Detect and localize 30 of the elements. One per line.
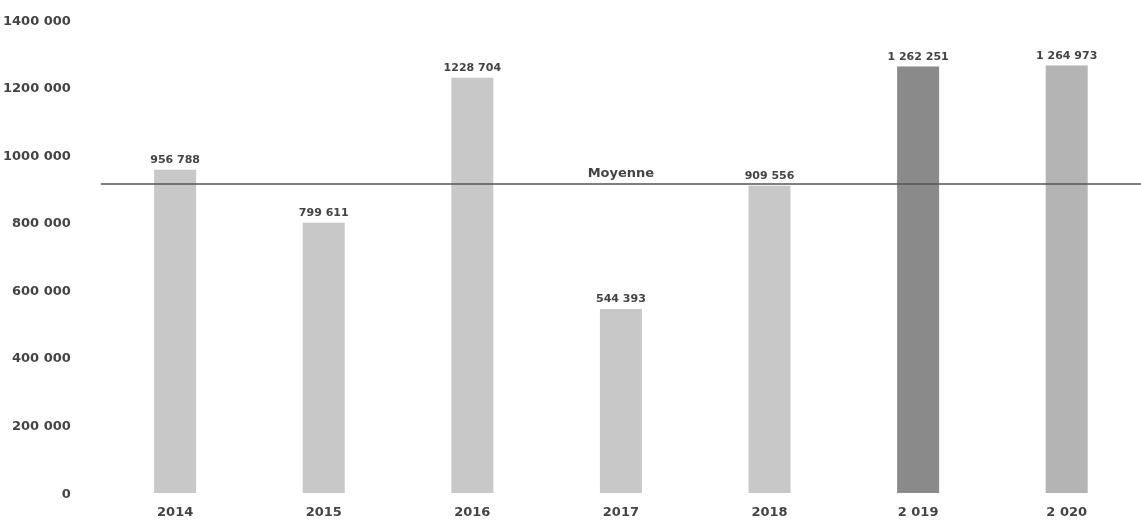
data-label: 799 611 (298, 205, 349, 219)
data-label: 909 556 (744, 168, 795, 182)
ref-line-label: Moyenne (587, 164, 655, 180)
data-label: 956 788 (150, 152, 201, 166)
data-label: 1 262 251 (887, 49, 949, 63)
bar (897, 66, 940, 493)
bar (748, 185, 791, 493)
bar (302, 222, 345, 493)
data-label: 1 264 973 (1036, 48, 1098, 62)
x-tick-label: 2018 (751, 504, 788, 519)
y-tick-label: 600 000 (12, 282, 71, 298)
y-tick-label: 1200 000 (3, 80, 71, 96)
y-tick-label: 200 000 (12, 417, 71, 433)
data-label: 544 393 (596, 292, 646, 306)
bar (599, 309, 642, 493)
x-tick-label: 2017 (602, 504, 640, 519)
data-label: 1228 704 (443, 60, 502, 74)
y-tick-label: 400 000 (12, 350, 71, 366)
x-tick-label: 2016 (454, 504, 491, 519)
x-tick-label: 2 019 (897, 504, 939, 519)
bar (451, 77, 494, 493)
x-tick-label: 2 020 (1046, 504, 1088, 519)
x-tick-label: 2014 (157, 504, 194, 519)
y-tick-label: 0 (61, 485, 71, 501)
bar (1045, 65, 1088, 493)
y-tick-label: 1400 000 (3, 12, 71, 28)
bar (154, 169, 197, 493)
x-tick-label: 2015 (305, 504, 342, 519)
y-tick-label: 1000 000 (3, 147, 71, 163)
y-tick-label: 800 000 (12, 215, 71, 231)
